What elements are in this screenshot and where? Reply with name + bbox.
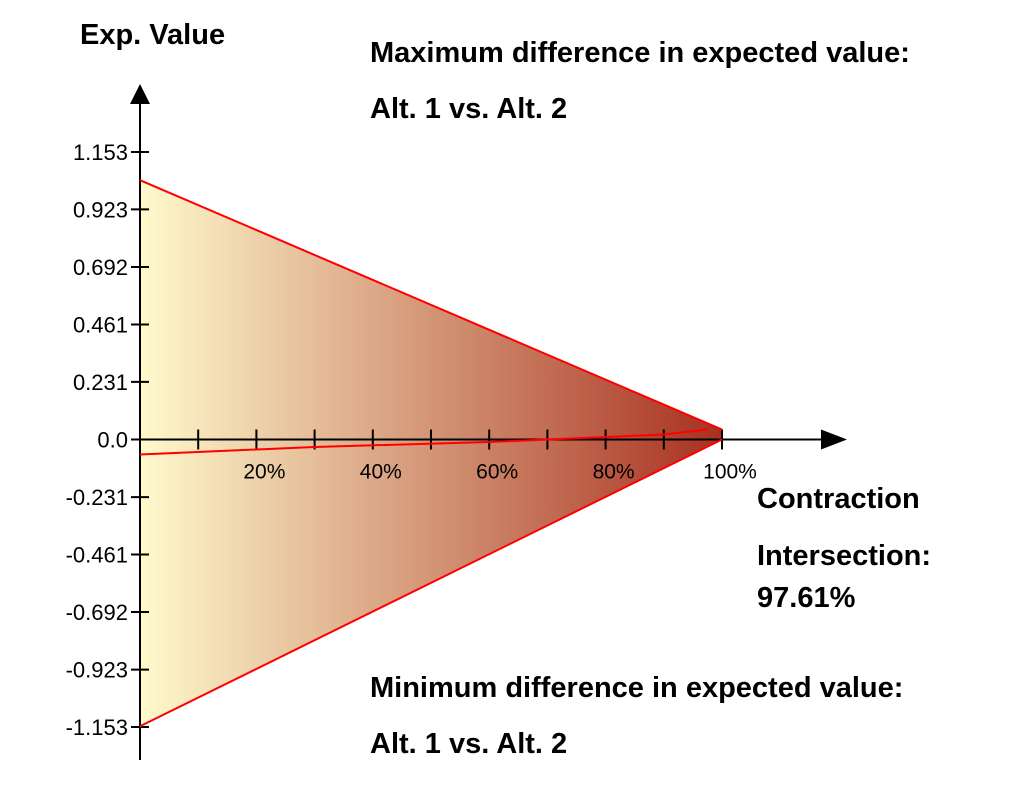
expected-difference-line <box>139 428 709 456</box>
y-tick-label: 0.923 <box>73 197 128 222</box>
x-axis-arrow-icon <box>821 429 847 450</box>
x-tick-label: 40% <box>360 461 402 484</box>
axes-layer <box>130 84 847 760</box>
y-tick-label: 0.692 <box>73 255 128 280</box>
x-tick-label: 60% <box>476 461 518 484</box>
x-tick-label: 80% <box>593 461 635 484</box>
y-tick-label: 1.153 <box>73 140 128 165</box>
y-tick-label: -0.692 <box>66 600 128 625</box>
difference-area <box>140 180 722 727</box>
y-tick-label: 0.0 <box>97 428 128 453</box>
intersection-value: 97.61% <box>757 582 856 614</box>
max-annotation-line2: Alt. 1 vs. Alt. 2 <box>370 93 567 125</box>
max-difference-line <box>139 179 723 431</box>
y-tick-label: -0.231 <box>66 485 128 510</box>
min-annotation-line2: Alt. 1 vs. Alt. 2 <box>370 728 567 760</box>
y-tick-label: -0.923 <box>66 658 128 683</box>
min-annotation-line1: Minimum difference in expected value: <box>370 672 903 704</box>
x-tick-label: 100% <box>703 461 757 484</box>
y-tick-label: -0.461 <box>66 542 128 567</box>
intersection-label: Intersection: <box>757 540 931 572</box>
y-axis-arrow-icon <box>130 84 150 104</box>
x-axis-title: Contraction <box>757 483 920 515</box>
y-tick-label: 0.231 <box>73 370 128 395</box>
y-tick-label: -1.153 <box>66 715 128 740</box>
min-difference-line <box>139 438 723 728</box>
x-tick-label: 20% <box>243 461 285 484</box>
series-line-layer <box>139 179 723 728</box>
tick-labels-layer: 1.153 0.923 0.692 0.461 0.231 0.0 -0.231 -0.461… <box>66 140 757 740</box>
difference-area-layer <box>140 180 722 727</box>
y-axis-title: Exp. Value <box>80 19 225 51</box>
y-tick-label: 0.461 <box>73 313 128 338</box>
max-annotation-line1: Maximum difference in expected value: <box>370 37 910 69</box>
